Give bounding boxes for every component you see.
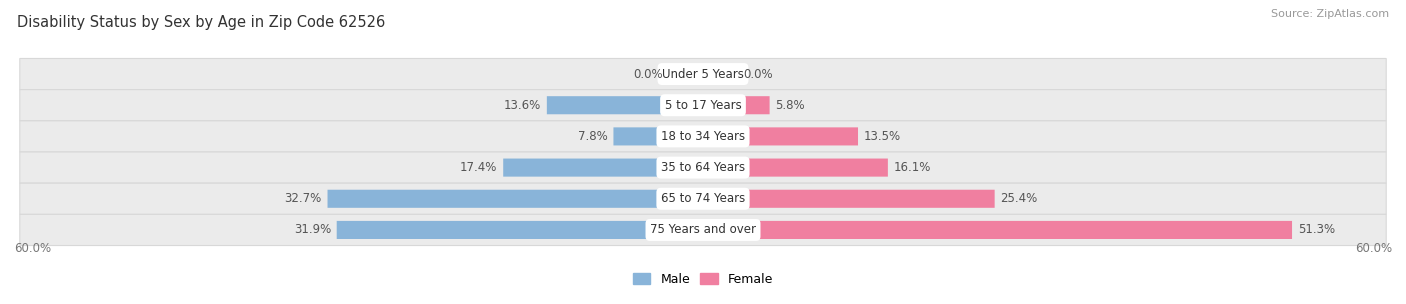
Text: Disability Status by Sex by Age in Zip Code 62526: Disability Status by Sex by Age in Zip C…	[17, 15, 385, 30]
Text: 32.7%: 32.7%	[284, 192, 322, 205]
FancyBboxPatch shape	[503, 159, 703, 177]
FancyBboxPatch shape	[703, 65, 738, 83]
FancyBboxPatch shape	[703, 159, 887, 177]
Legend: Male, Female: Male, Female	[633, 273, 773, 286]
FancyBboxPatch shape	[20, 90, 1386, 121]
Text: 5.8%: 5.8%	[775, 99, 806, 112]
Text: 18 to 34 Years: 18 to 34 Years	[661, 130, 745, 143]
FancyBboxPatch shape	[20, 183, 1386, 214]
FancyBboxPatch shape	[547, 96, 703, 114]
Text: 75 Years and over: 75 Years and over	[650, 223, 756, 237]
Text: 35 to 64 Years: 35 to 64 Years	[661, 161, 745, 174]
Text: 31.9%: 31.9%	[294, 223, 330, 237]
FancyBboxPatch shape	[669, 65, 703, 83]
Text: 13.5%: 13.5%	[863, 130, 901, 143]
Text: 16.1%: 16.1%	[894, 161, 931, 174]
Text: 65 to 74 Years: 65 to 74 Years	[661, 192, 745, 205]
FancyBboxPatch shape	[613, 127, 703, 145]
FancyBboxPatch shape	[20, 121, 1386, 152]
Text: 0.0%: 0.0%	[744, 67, 773, 81]
Text: 13.6%: 13.6%	[503, 99, 541, 112]
FancyBboxPatch shape	[20, 214, 1386, 246]
FancyBboxPatch shape	[20, 152, 1386, 183]
Text: 17.4%: 17.4%	[460, 161, 498, 174]
FancyBboxPatch shape	[703, 127, 858, 145]
FancyBboxPatch shape	[703, 190, 994, 208]
Text: Source: ZipAtlas.com: Source: ZipAtlas.com	[1271, 9, 1389, 19]
FancyBboxPatch shape	[703, 221, 1292, 239]
Text: 60.0%: 60.0%	[1355, 242, 1392, 255]
FancyBboxPatch shape	[703, 96, 769, 114]
Text: Under 5 Years: Under 5 Years	[662, 67, 744, 81]
Text: 0.0%: 0.0%	[633, 67, 662, 81]
FancyBboxPatch shape	[336, 221, 703, 239]
FancyBboxPatch shape	[328, 190, 703, 208]
Text: 25.4%: 25.4%	[1001, 192, 1038, 205]
Text: 60.0%: 60.0%	[14, 242, 51, 255]
Text: 7.8%: 7.8%	[578, 130, 607, 143]
Text: 5 to 17 Years: 5 to 17 Years	[665, 99, 741, 112]
Text: 51.3%: 51.3%	[1298, 223, 1334, 237]
FancyBboxPatch shape	[20, 58, 1386, 90]
